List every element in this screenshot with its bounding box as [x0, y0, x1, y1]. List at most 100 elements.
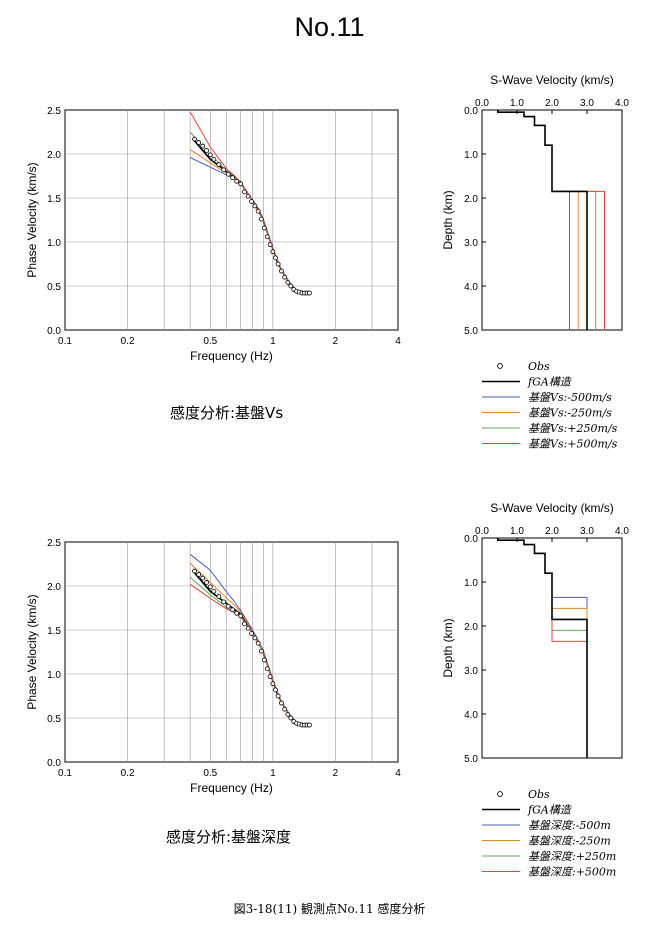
obs-point: [285, 712, 291, 717]
obs-point: [216, 162, 222, 167]
obs-point: [307, 290, 312, 296]
figure-caption: 図3-18(11) 観測点No.11 感度分析: [233, 902, 426, 916]
obs-point: [242, 621, 247, 627]
obs-point: [234, 610, 240, 616]
legend-label-fga: fGA構造: [527, 804, 572, 817]
y-tick-label: 2.0: [464, 194, 478, 205]
y-tick-label: 0.0: [464, 534, 478, 545]
obs-point: [275, 261, 281, 267]
y-tick-label: 1.0: [47, 238, 61, 249]
obs-point: [211, 588, 217, 594]
plot-frame: [481, 537, 623, 759]
y-tick-label: 2.0: [47, 582, 61, 593]
x-tick-label: 3.0: [580, 526, 594, 537]
obs-point: [230, 175, 235, 181]
obs-point: [288, 715, 294, 721]
legend-label-minus250: 基盤深度:-250m: [528, 835, 611, 848]
dispersion-chart-vs: 0.1 0.2 0.5 1 2 4 0.0 0.5 1.0 1.5 2.0 2.5 Frequency …: [25, 106, 401, 363]
obs-point: [307, 722, 312, 728]
legend-label-obs: Obs: [528, 360, 550, 373]
x-tick-label: 4: [395, 768, 401, 779]
y-tick-label: 4.0: [464, 282, 478, 293]
obs-point: [273, 687, 278, 693]
y-tick-label: 0.5: [47, 714, 61, 725]
y-tick-label: 2.5: [47, 106, 61, 117]
x-tick-label: 2: [333, 768, 339, 779]
y-axis-label: Depth (km): [441, 618, 455, 677]
x-tick-label: 2: [333, 336, 339, 347]
obs-point: [204, 148, 210, 153]
obs-point: [200, 575, 206, 581]
obs-point: [225, 603, 231, 609]
obs-point: [234, 178, 240, 184]
x-tick-label: 3.0: [580, 98, 594, 109]
x-tick-label: 2.0: [545, 526, 559, 537]
x-tick-label: 0.5: [203, 336, 217, 347]
x-tick-label: 0.1: [58, 768, 72, 779]
x-tick-label: 0.2: [121, 336, 135, 347]
y-tick-label: 5.0: [464, 326, 478, 337]
y-tick-label: 2.0: [464, 622, 478, 633]
y-axis-label: Depth (km): [441, 190, 455, 249]
legend-label-plus250: 基盤深度:+250m: [528, 850, 616, 863]
obs-point: [225, 171, 231, 177]
obs-point: [270, 249, 276, 255]
x-tick-label: 2.0: [545, 98, 559, 109]
obs-point: [196, 140, 202, 145]
x-tick-label: 1.0: [510, 98, 524, 109]
x-axis-label: Frequency (Hz): [190, 349, 273, 363]
x-tick-label: 1: [270, 768, 276, 779]
obs-point: [252, 635, 258, 641]
obs-point: [207, 584, 213, 590]
y-tick-label: 5.0: [464, 754, 478, 765]
y-tick-label: 2.0: [47, 150, 61, 161]
obs-point: [282, 274, 288, 280]
obs-point: [258, 648, 264, 654]
obs-point: [267, 242, 273, 248]
legend-label-minus500: 基盤Vs:-500m/s: [528, 391, 612, 404]
x-tick-label: 0.2: [121, 768, 135, 779]
obs-point: [264, 234, 270, 240]
obs-point: [255, 208, 261, 214]
obs-point: [264, 666, 270, 672]
legend-marker-obs: [497, 363, 503, 369]
obs-point: [242, 189, 247, 195]
obs-point: [221, 167, 227, 173]
x-tick-label: 4: [395, 336, 401, 347]
x-tick-label: 1: [270, 336, 276, 347]
y-tick-label: 1.5: [47, 626, 61, 637]
profile-line-fga: [497, 538, 588, 758]
obs-point: [230, 607, 235, 613]
obs-point: [279, 268, 284, 274]
y-tick-label: 0.0: [47, 326, 61, 337]
obs-point: [267, 674, 273, 680]
legend-marker-obs: [497, 791, 503, 797]
obs-point: [192, 568, 197, 574]
obs-point: [207, 152, 213, 158]
x-axis-label: Frequency (Hz): [190, 781, 273, 795]
obs-point: [288, 283, 294, 289]
y-tick-label: 4.0: [464, 710, 478, 721]
legend-label-plus500: 基盤深度:+500m: [528, 866, 616, 879]
obs-point: [261, 657, 267, 663]
legend-label-minus250: 基盤Vs:-250m/s: [528, 407, 612, 420]
x-tick-label: 4.0: [615, 526, 629, 537]
caption-depth: 感度分析:基盤深度: [166, 828, 292, 846]
y-tick-label: 3.0: [464, 238, 478, 249]
obs-point: [273, 255, 278, 261]
obs-point: [258, 216, 264, 222]
y-tick-label: 0.0: [464, 106, 478, 117]
obs-point: [221, 599, 227, 605]
x-tick-label: 0.5: [203, 768, 217, 779]
obs-point: [245, 193, 251, 199]
y-tick-label: 0.5: [47, 282, 61, 293]
x-tick-label: 4.0: [615, 98, 629, 109]
obs-point: [252, 203, 258, 209]
y-axis-label: Phase Velocity (km/s): [25, 594, 39, 709]
obs-point: [270, 681, 276, 687]
legend-label-obs: Obs: [528, 788, 550, 801]
page-title: No.11: [294, 12, 365, 42]
obs-point: [200, 143, 206, 149]
y-tick-label: 1.0: [47, 670, 61, 681]
x-tick-label: 0.0: [475, 98, 489, 109]
